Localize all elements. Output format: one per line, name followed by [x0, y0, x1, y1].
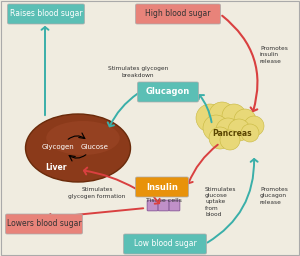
FancyBboxPatch shape — [8, 4, 85, 24]
Text: Glucose: Glucose — [81, 144, 109, 150]
Text: Stimulates
glycogen formation: Stimulates glycogen formation — [68, 187, 126, 199]
FancyBboxPatch shape — [147, 200, 158, 211]
Circle shape — [228, 119, 250, 141]
Text: Low blood sugar: Low blood sugar — [134, 240, 196, 249]
Text: Glucagon: Glucagon — [146, 88, 190, 97]
FancyBboxPatch shape — [169, 200, 180, 211]
Circle shape — [222, 104, 246, 128]
Text: Pancreas: Pancreas — [212, 129, 252, 137]
FancyBboxPatch shape — [136, 4, 220, 24]
Circle shape — [203, 115, 229, 141]
Text: Stimulates
glucose
uptake
from
blood: Stimulates glucose uptake from blood — [205, 187, 236, 217]
FancyBboxPatch shape — [5, 214, 83, 234]
FancyBboxPatch shape — [124, 234, 206, 254]
FancyBboxPatch shape — [158, 200, 169, 211]
Ellipse shape — [46, 121, 120, 155]
FancyBboxPatch shape — [136, 177, 188, 197]
Text: Liver: Liver — [45, 164, 67, 173]
Text: Raises blood sugar: Raises blood sugar — [10, 9, 82, 18]
Text: Tissue cells: Tissue cells — [146, 197, 182, 202]
Circle shape — [244, 116, 264, 136]
Ellipse shape — [26, 114, 130, 182]
Text: Glycogen: Glycogen — [42, 144, 74, 150]
Circle shape — [241, 124, 259, 142]
Text: Promotes
glucagon
release: Promotes glucagon release — [260, 187, 288, 205]
Circle shape — [220, 130, 240, 150]
Text: Promotes
insulin
release: Promotes insulin release — [260, 46, 288, 64]
Circle shape — [209, 127, 231, 149]
FancyBboxPatch shape — [137, 82, 199, 102]
Text: Stimulates glycogen
breakdown: Stimulates glycogen breakdown — [108, 66, 168, 78]
Text: Lowers blood sugar: Lowers blood sugar — [7, 219, 81, 229]
Text: Insulin: Insulin — [146, 183, 178, 191]
Circle shape — [234, 109, 256, 131]
Circle shape — [216, 118, 240, 142]
Circle shape — [196, 104, 224, 132]
Text: High blood sugar: High blood sugar — [145, 9, 211, 18]
Circle shape — [209, 102, 235, 128]
